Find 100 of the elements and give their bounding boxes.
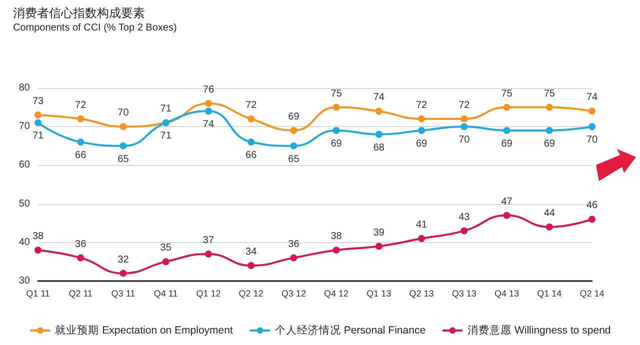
y-tick-label: 70: [18, 121, 30, 132]
data-label: 37: [202, 234, 214, 246]
point: [460, 123, 468, 130]
legend-label: 消费意愿 Willingness to spend: [468, 324, 611, 336]
data-label: 69: [330, 138, 342, 150]
data-label: 69: [416, 138, 428, 150]
data-label: 65: [288, 154, 300, 165]
data-label: 71: [160, 130, 172, 142]
data-label: 32: [118, 254, 130, 266]
point: [588, 123, 596, 130]
x-tick-label: Q4 12: [324, 288, 349, 298]
data-label: 69: [544, 138, 556, 150]
data-label: 70: [586, 134, 598, 146]
data-label: 75: [544, 88, 556, 100]
point: [120, 270, 127, 277]
y-tick-label: 40: [18, 236, 30, 248]
data-label: 72: [416, 100, 428, 111]
x-tick-label: Q3 13: [452, 288, 476, 298]
point: [77, 254, 84, 262]
data-label: 47: [501, 196, 513, 208]
data-label: 74: [373, 92, 385, 104]
point: [546, 223, 553, 230]
data-label: 66: [75, 150, 87, 162]
data-label: 36: [75, 238, 87, 250]
x-tick-label: Q2 14: [580, 288, 604, 298]
point: [290, 254, 298, 262]
point: [418, 235, 426, 242]
data-label: 72: [458, 100, 470, 111]
x-tick-label: Q2 13: [409, 288, 434, 298]
data-label: 73: [32, 96, 44, 108]
x-tick-label: Q1 14: [537, 288, 562, 298]
point: [77, 138, 84, 146]
data-label: 74: [202, 119, 214, 130]
point: [248, 138, 255, 146]
data-label: 70: [458, 134, 470, 146]
data-label: 66: [246, 150, 258, 162]
x-tick-label: Q4 13: [494, 288, 520, 298]
data-label: 43: [458, 212, 470, 223]
point: [204, 108, 212, 115]
x-tick-label: Q2 12: [238, 288, 264, 298]
point: [332, 246, 340, 254]
data-label: 76: [202, 84, 214, 96]
y-tick-label: 60: [18, 160, 30, 171]
data-label: 71: [32, 130, 44, 142]
point: [34, 112, 42, 119]
data-label: 68: [373, 142, 385, 154]
x-tick-label: Q1 12: [196, 288, 221, 298]
data-label: 75: [501, 88, 513, 100]
point: [418, 126, 426, 134]
x-tick-label: Q1 11: [26, 288, 50, 298]
point: [375, 242, 382, 250]
data-label: 71: [160, 104, 172, 115]
point: [34, 246, 42, 254]
chart-title: 消费者信心指数构成要素: [13, 6, 145, 20]
point: [120, 142, 127, 150]
point: [162, 258, 170, 266]
point: [588, 108, 596, 115]
x-tick-label: Q4 11: [154, 288, 178, 298]
chart-subtitle: Components of CCI (% Top 2 Boxes): [13, 22, 177, 34]
data-label: 36: [288, 238, 300, 250]
point: [460, 115, 468, 122]
x-tick-label: Q3 12: [281, 288, 306, 298]
point: [546, 126, 553, 134]
data-label: 72: [75, 100, 87, 111]
data-label: 41: [416, 220, 428, 231]
data-label: 44: [544, 208, 556, 219]
data-label: 39: [373, 227, 385, 238]
data-label: 38: [32, 231, 44, 242]
x-tick-label: Q2 11: [68, 288, 93, 298]
data-label: 34: [246, 246, 258, 258]
data-label: 69: [288, 111, 300, 122]
point: [588, 216, 596, 223]
data-label: 70: [118, 108, 130, 119]
data-label: 46: [586, 200, 598, 212]
data-label: 69: [501, 138, 513, 150]
point: [503, 104, 510, 111]
point: [248, 115, 255, 122]
data-label: 35: [160, 242, 172, 254]
point: [418, 115, 426, 122]
data-label: 74: [586, 92, 598, 104]
data-label: 72: [246, 100, 258, 111]
point: [120, 123, 127, 130]
point: [375, 130, 382, 138]
point: [34, 119, 42, 126]
data-label: 65: [118, 154, 130, 165]
data-label: 75: [330, 88, 342, 100]
point: [546, 104, 553, 111]
point: [332, 126, 340, 134]
point: [332, 104, 340, 111]
point: [375, 108, 382, 115]
point: [290, 126, 298, 134]
y-tick-label: 80: [18, 82, 30, 94]
legend-label: 个人经济情况 Personal Finance: [274, 324, 426, 336]
point: [248, 262, 255, 270]
x-tick-label: Q3 11: [111, 288, 136, 298]
point: [503, 212, 510, 219]
point: [460, 227, 468, 234]
data-label: 38: [330, 231, 342, 242]
point: [503, 126, 510, 134]
point: [290, 142, 298, 150]
